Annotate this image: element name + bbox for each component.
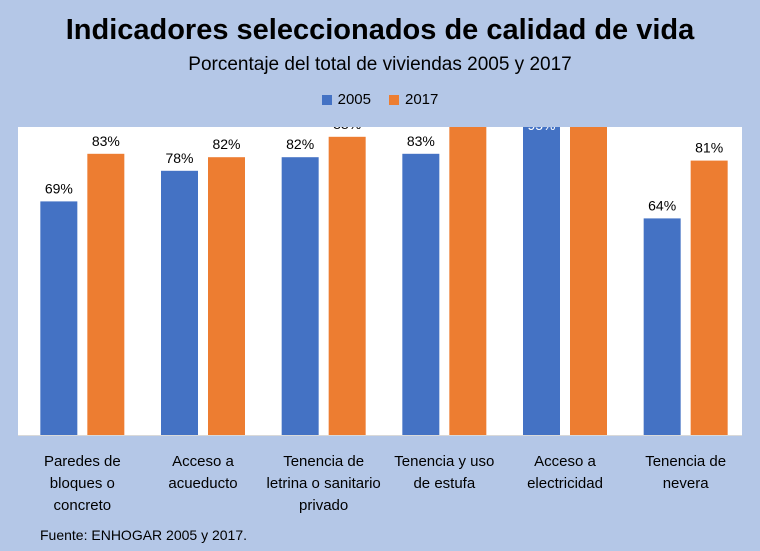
bar-2005-2	[281, 157, 319, 436]
legend-label-2005: 2005	[337, 91, 371, 108]
data-label-2005-2: 82%	[286, 136, 314, 152]
category-label-0: Paredes de bloques o concreto	[43, 453, 121, 514]
legend-item-2017: 2017	[389, 91, 438, 108]
data-label-2005-5: 64%	[648, 197, 676, 213]
bar-2005-0	[40, 201, 78, 436]
bar-2017-0	[87, 153, 125, 436]
legend-swatch-2017	[389, 94, 399, 105]
legend-swatch-2005	[321, 94, 332, 105]
bar-chart: 69%83%78%82%82%88%83%91%95%98%64%81%	[18, 127, 742, 436]
data-label-2005-3: 83%	[407, 133, 435, 149]
legend: 2005 2017	[0, 91, 760, 108]
category-label-1: Acceso a acueducto	[168, 453, 238, 492]
category-label-4: Acceso a electricidad	[527, 453, 603, 492]
category-label-3: Tenencia y uso de estufa	[394, 453, 495, 492]
data-label-2005-4: 95%	[527, 127, 555, 133]
data-label-2017-2: 88%	[333, 127, 361, 132]
plot-area: 69%83%78%82%82%88%83%91%95%98%64%81%	[18, 127, 742, 436]
bar-2005-1	[161, 170, 198, 436]
bar-2017-1	[208, 157, 245, 436]
bar-2005-5	[643, 218, 681, 436]
source-note: Fuente: ENHOGAR 2005 y 2017.	[40, 527, 247, 543]
bar-2017-3	[449, 127, 487, 436]
category-label-5: Tenencia de nevera	[645, 453, 727, 492]
data-label-2017-0: 83%	[92, 133, 120, 149]
data-label-2005-0: 69%	[45, 180, 73, 196]
bar-2017-4	[570, 127, 607, 436]
legend-label-2017: 2017	[405, 91, 439, 108]
category-label-2: Tenencia de letrina o sanitario privado	[266, 453, 381, 514]
data-label-2017-1: 82%	[212, 136, 240, 152]
data-label-2017-5: 81%	[695, 140, 723, 156]
legend-item-2005: 2005	[321, 91, 371, 108]
bar-2017-5	[690, 160, 728, 436]
chart-subtitle: Porcentaje del total de viviendas 2005 y…	[188, 54, 572, 75]
bar-2005-4	[523, 127, 560, 436]
bar-2017-2	[328, 136, 366, 436]
bar-2005-3	[402, 153, 440, 436]
chart-title: Indicadores seleccionados de calidad de …	[65, 14, 695, 46]
data-label-2005-1: 78%	[165, 150, 193, 166]
